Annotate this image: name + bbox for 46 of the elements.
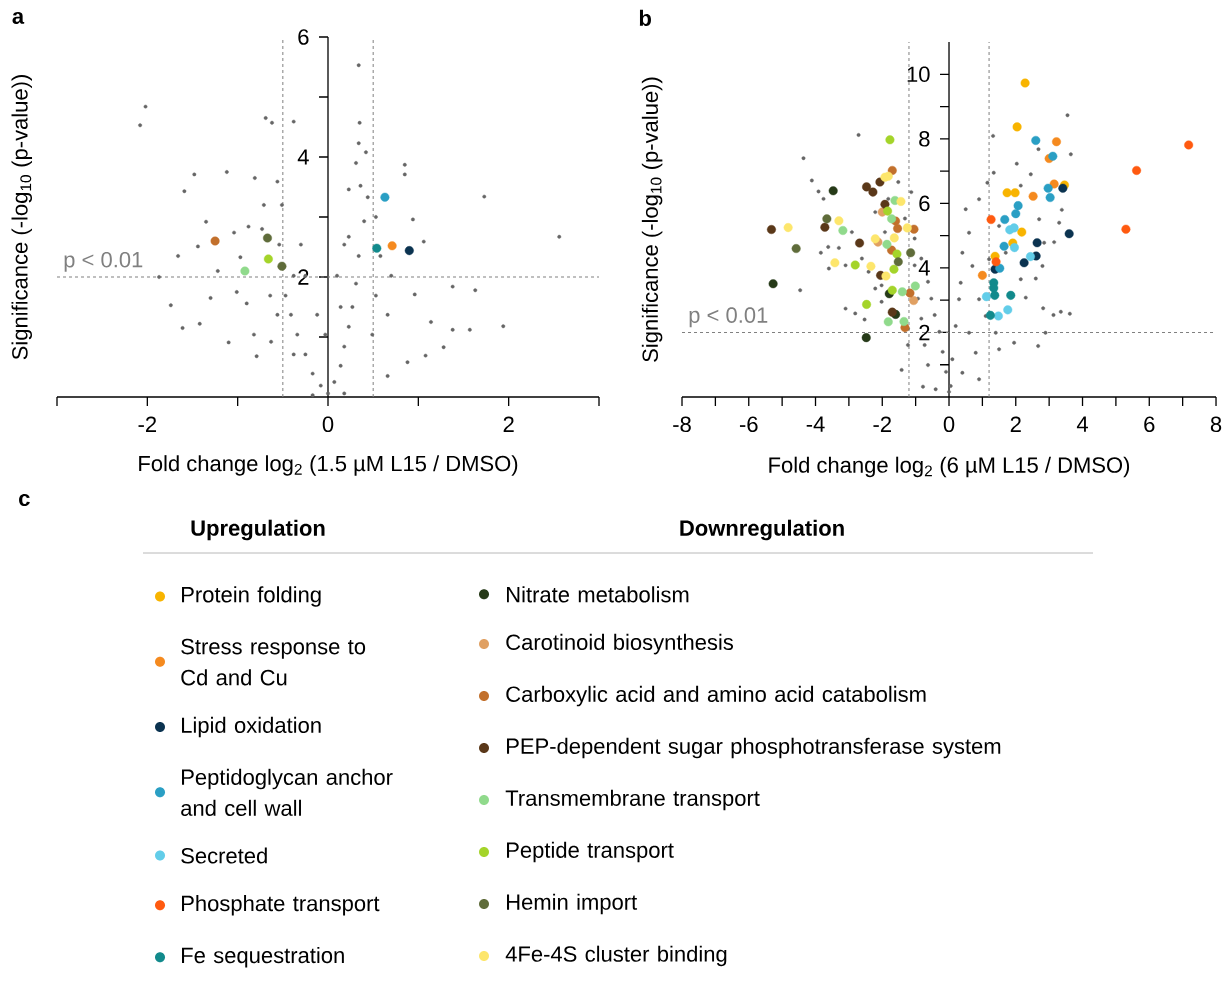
legend-label: Carboxylic acid and amino acid catabolism	[506, 685, 926, 707]
y-tick-label: 4	[918, 260, 930, 276]
y-tick-label: 4	[297, 149, 309, 165]
legend-label: Peptidoglycan anchor and cell wall	[181, 768, 393, 816]
legend-label: Secreted	[181, 847, 267, 864]
legend-label: Hemin import	[507, 893, 638, 915]
y-axis-title: Significance (-log$_{10}$ (p-value))	[11, 75, 33, 360]
y-tick-label: 2	[298, 269, 309, 285]
legend-label: Transmembrane transport	[505, 789, 760, 811]
text: Downregulation	[680, 519, 844, 541]
y-tick-label: 6	[919, 195, 930, 212]
x-tick-label: -8	[673, 416, 691, 433]
text: c	[19, 493, 30, 507]
legend-label: PEP-dependent sugar phosphotransferase system	[507, 737, 1001, 759]
legend-label: Lipid oxidation	[182, 716, 321, 738]
x-tick-label: -6	[739, 416, 758, 433]
x-tick-label: -4	[806, 416, 825, 432]
legend-label: Carotinoid biosynthesis	[506, 633, 734, 655]
x-tick-label: 2	[503, 416, 514, 432]
x-tick-label: 4	[1076, 416, 1088, 432]
text: Upregulation	[191, 519, 325, 541]
ref-line-label: p < 0.01	[689, 307, 768, 328]
chart-title: b	[639, 9, 651, 26]
legend-label: 4Fe-4S cluster binding	[505, 945, 727, 967]
x-tick-label: 8	[1210, 416, 1222, 433]
ref-line-label: p < 0.01	[64, 251, 143, 272]
x-tick-label: -2	[138, 416, 157, 432]
y-tick-label: 10	[907, 66, 930, 83]
y-tick-label: 2	[919, 324, 930, 341]
x-tick-label: 0	[943, 416, 955, 433]
y-axis-title: Significance (-log$_{10}$ (p-value))	[641, 77, 663, 362]
x-tick-label: 2	[1010, 416, 1021, 432]
legend-label: Stress response to Cd and Cu	[181, 638, 366, 686]
legend-label: Nitrate metabolism	[507, 586, 689, 603]
legend-label: Fe sequestration	[182, 947, 344, 968]
x-axis-title: Fold change log$_{2}$ (6 µM L15 / DMSO)	[769, 456, 1130, 478]
x-tick-label: -2	[873, 416, 891, 432]
y-tick-label: 8	[919, 131, 930, 147]
chart-title: a	[12, 11, 25, 24]
x-tick-label: 0	[322, 416, 334, 433]
legend-label: Peptide transport	[507, 841, 674, 863]
legend-label: Protein folding	[182, 586, 321, 607]
legend-label: Phosphate transport	[182, 895, 380, 916]
x-tick-label: 6	[1144, 416, 1155, 433]
y-tick-label: 6	[298, 29, 309, 45]
x-axis-title: Fold change log$_{2}$ (1.5 µM L15 / DMSO)	[139, 455, 518, 476]
